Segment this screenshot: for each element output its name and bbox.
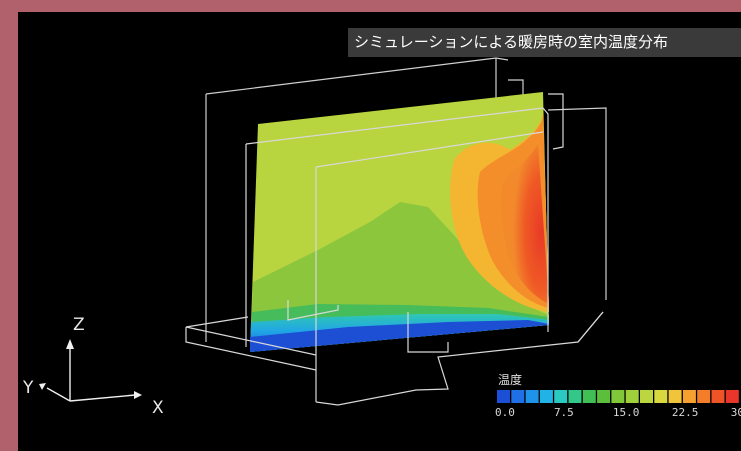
legend-swatch bbox=[525, 390, 539, 403]
temperature-slice bbox=[250, 92, 549, 352]
legend-title: 温度 bbox=[498, 372, 522, 387]
legend-color-bar bbox=[497, 390, 739, 403]
legend-swatch bbox=[625, 390, 639, 403]
room-wireframe-front bbox=[185, 93, 604, 406]
axis-z-label: Z bbox=[73, 315, 85, 335]
legend-tick-label: 15.0 bbox=[613, 406, 640, 419]
axis-x-label: X bbox=[152, 398, 164, 418]
legend-swatch bbox=[511, 390, 525, 403]
figure-caption: シミュレーションによる暖房時の室内温度分布 bbox=[348, 28, 741, 57]
temperature-visualization: Z Y X 温度 0.0 7.5 15.0 22.5 30.0 bbox=[22, 57, 741, 419]
legend-ticks: 0.0 7.5 15.0 22.5 30.0 bbox=[495, 406, 741, 419]
legend-swatch bbox=[682, 390, 696, 403]
temperature-legend: 温度 0.0 7.5 15.0 22.5 30.0 bbox=[495, 372, 741, 419]
legend-swatch bbox=[725, 390, 739, 403]
legend-swatch bbox=[554, 390, 568, 403]
legend-swatch bbox=[568, 390, 582, 403]
legend-tick-label: 0.0 bbox=[495, 406, 515, 419]
simulation-view: Z Y X 温度 0.0 7.5 15.0 22.5 30.0 シミュレーションによる暖… bbox=[18, 12, 741, 451]
legend-tick-label: 7.5 bbox=[554, 406, 574, 419]
legend-swatch bbox=[711, 390, 725, 403]
axis-y-label: Y bbox=[22, 378, 34, 398]
legend-swatch bbox=[640, 390, 653, 403]
legend-swatch bbox=[597, 390, 611, 403]
room-wireframe-back bbox=[205, 57, 607, 342]
legend-swatch bbox=[497, 390, 510, 403]
legend-tick-label: 30.0 bbox=[731, 406, 741, 419]
legend-swatch bbox=[582, 390, 596, 403]
legend-tick-label: 22.5 bbox=[672, 406, 699, 419]
axis-triad bbox=[39, 339, 142, 402]
legend-swatch bbox=[668, 390, 682, 403]
legend-swatch bbox=[654, 390, 668, 403]
legend-swatch bbox=[539, 390, 553, 403]
legend-swatch bbox=[697, 390, 711, 403]
legend-swatch bbox=[611, 390, 625, 403]
